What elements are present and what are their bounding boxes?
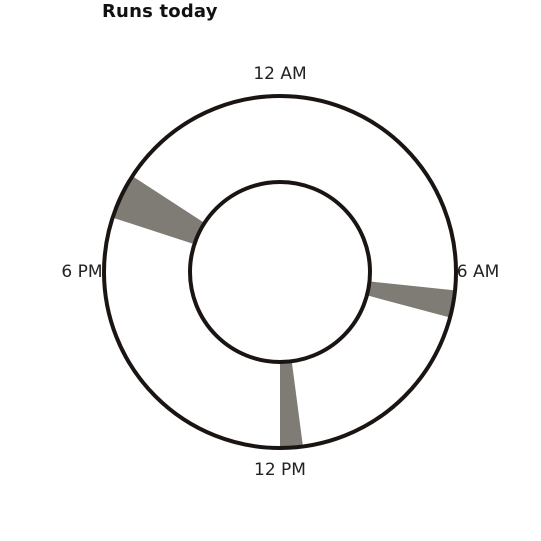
outer-ring	[102, 94, 458, 450]
run-segment-2	[280, 361, 303, 448]
tick-label: 12 AM	[253, 64, 306, 84]
inner-ring	[188, 180, 372, 364]
chart-title: Runs today	[102, 1, 218, 22]
tick-label: 6 PM	[61, 262, 102, 282]
tick-labels: 12 AM 6 AM 12 PM 6 PM	[61, 64, 499, 480]
tick-label: 6 AM	[457, 262, 500, 282]
runs-layer	[112, 176, 456, 448]
tick-label: 12 PM	[254, 460, 306, 480]
run-segment-3	[112, 176, 205, 245]
run-segment-1	[366, 281, 456, 318]
